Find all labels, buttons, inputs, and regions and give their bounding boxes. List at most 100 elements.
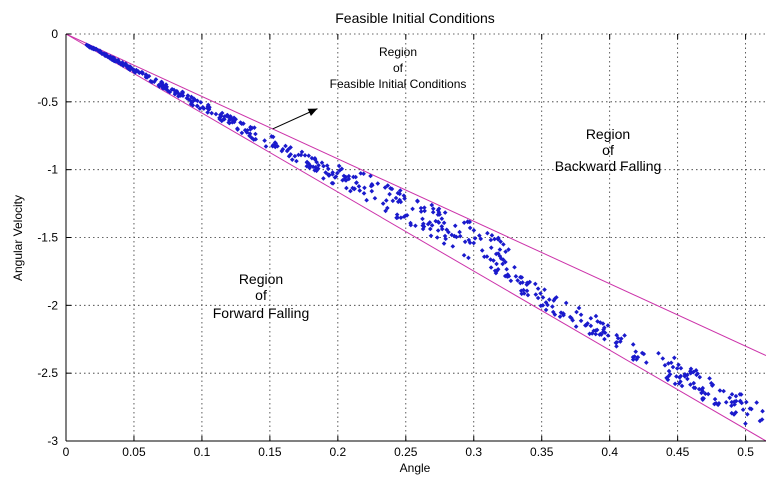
scatter-point [498,239,503,244]
scatter-point [140,71,145,76]
scatter-point [745,411,750,417]
scatter-point [321,163,326,169]
scatter-point [352,186,357,192]
scatter-point [561,311,566,317]
scatter-point [712,401,717,407]
scatter-point [691,369,696,375]
scatter-point [524,288,530,294]
scatter-point [84,42,90,48]
scatter-point [618,339,623,344]
scatter-point [180,89,185,95]
scatter-point [593,313,599,319]
scatter-point [701,396,706,401]
scatter-point [484,254,490,259]
scatter-point [418,209,424,214]
scatter-point [427,226,433,232]
chart-title: Feasible Initial Conditions [335,10,495,26]
scatter-point [430,206,436,212]
scatter-point [574,309,579,315]
scatter-point [696,386,702,392]
scatter-point [538,303,544,309]
scatter-point [316,163,321,168]
scatter-point [542,287,547,292]
scatter-point [543,300,549,305]
scatter-point [543,307,549,313]
scatter-point [682,373,688,379]
scatter-point [343,178,349,183]
scatter-point [699,390,704,396]
y-tick-label: -3 [47,434,58,448]
scatter-point [219,110,225,116]
scatter-point [398,215,404,221]
scatter-point [457,229,462,235]
scatter-point [296,152,301,158]
scatter-point [747,406,753,411]
scatter-point [622,333,627,338]
scatter-point [239,130,245,136]
scatter-point [384,198,389,203]
scatter-point [435,207,441,213]
scatter-point [485,230,490,236]
scatter-point [307,165,312,171]
x-tick-label: 0.2 [330,445,347,459]
scatter-point [308,163,313,169]
scatter-point [598,320,603,325]
scatter-point [249,135,255,141]
scatter-point [385,205,390,211]
scatter-point [573,324,579,329]
scatter-point [121,63,126,68]
scatter-point [712,396,718,402]
scatter-point [442,233,448,239]
scatter-point [670,364,676,370]
scatter-point [427,220,433,225]
scatter-point [382,185,388,190]
scatter-point [441,220,447,226]
scatter-point [591,328,597,334]
scatter-point [273,141,279,146]
scatter-point [292,153,298,159]
scatter-point [422,208,427,214]
scatter-point [462,239,468,245]
scatter-point [508,278,514,284]
scatter-point [434,235,440,240]
scatter-point [493,251,499,257]
scatter-point [420,216,425,222]
scatter-point [729,403,734,409]
scatter-point [495,266,501,272]
scatter-point [413,223,418,229]
scatter-point [443,236,448,242]
scatter-point [594,327,600,333]
scatter-point [524,282,530,287]
scatter-point [362,185,367,191]
scatter-point [344,185,349,191]
scatter-point [415,198,420,204]
scatter-point [111,55,117,61]
scatter-point [395,199,401,205]
scatter-point [163,86,169,91]
y-tick-label: -1 [47,163,58,177]
scatter-point [401,193,407,198]
scatter-point [614,339,620,345]
annotation-feasible-line1: Region [379,45,417,59]
scatter-point [630,357,636,362]
scatter-point [506,273,512,279]
scatter-point [615,335,621,341]
x-tick-label: 0.4 [601,445,618,459]
scatter-point [570,318,575,323]
scatter-point [500,261,505,267]
scatter-point [270,143,275,149]
scatter-point [503,259,508,265]
scatter-point [729,392,735,397]
scatter-point [504,266,509,272]
y-tick-label: -1.5 [37,231,58,245]
scatter-point [420,226,426,232]
scatter-point [219,118,225,124]
scatter-point [494,261,499,267]
scatter-point [180,93,186,98]
scatter-point [731,412,737,417]
scatter-point [436,206,442,212]
scatter-point [715,402,721,408]
scatter-point [336,163,342,169]
scatter-point [227,117,232,123]
x-tick-label: 0.35 [530,445,554,459]
